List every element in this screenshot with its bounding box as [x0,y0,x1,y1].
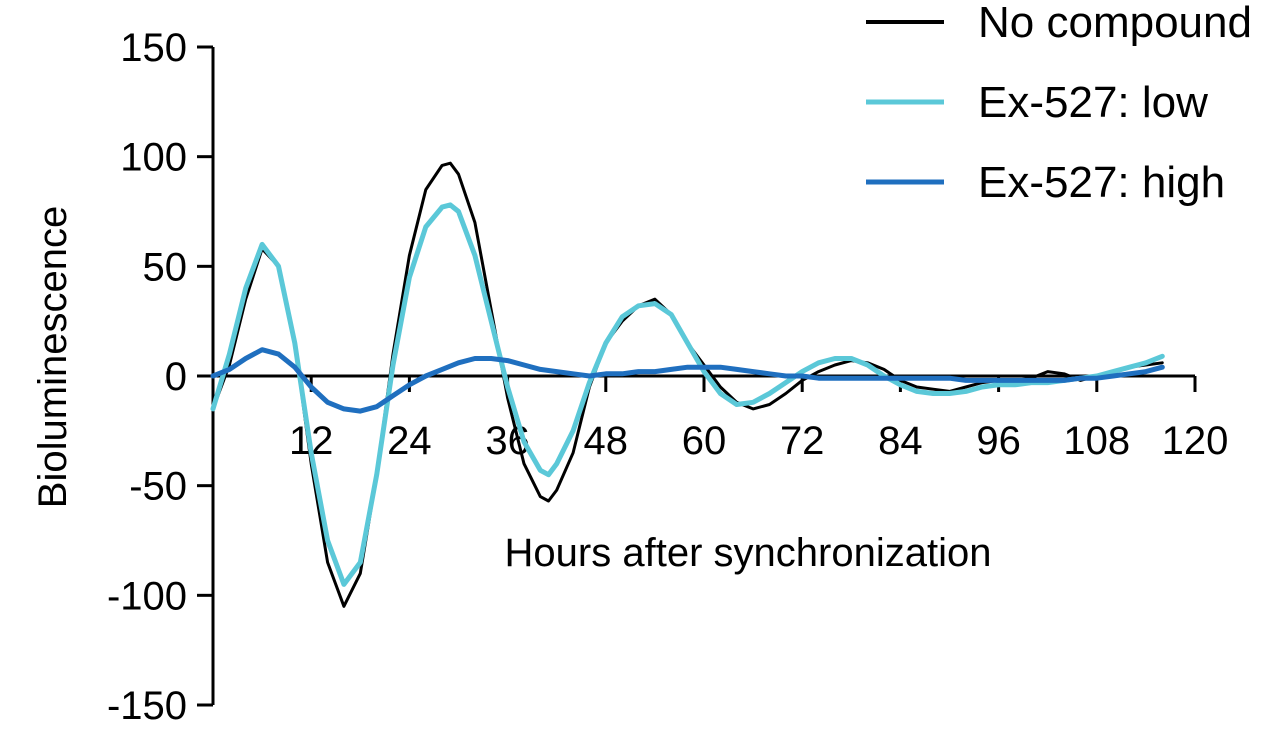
x-axis-ticks: 12 24 36 48 60 72 84 96 108 120 [289,376,1228,463]
legend-label: No compound [978,0,1252,47]
x-tick-label: 108 [1063,419,1130,463]
x-axis-title: Hours after synchronization [505,531,992,575]
legend-label: Ex-527: high [978,158,1225,207]
y-tick-label: 150 [120,26,187,70]
x-tick-label: 120 [1162,419,1229,463]
x-tick-label: 96 [976,419,1021,463]
y-tick-label: 0 [165,355,187,399]
series-line-3 [210,347,1165,414]
y-tick-label: 50 [143,245,188,289]
y-axis-title: Bioluminescence [31,206,75,508]
legend-label: Ex-527: low [978,78,1208,127]
x-tick-label: 60 [682,419,727,463]
x-tick-label: 24 [387,419,432,463]
y-tick-label: -50 [129,465,187,509]
legend: No compound Ex-527: low Ex-527: high [866,0,1252,207]
series-line-2 [210,202,1165,587]
y-tick-label: -150 [107,684,187,728]
series-lines [210,161,1165,608]
x-tick-label: 48 [584,419,629,463]
y-axis-ticks: 150 100 50 0 -50 -100 -150 [107,26,213,728]
x-tick-label: 84 [878,419,923,463]
x-tick-label: 72 [780,419,825,463]
y-tick-label: 100 [120,136,187,180]
y-tick-label: -100 [107,574,187,618]
